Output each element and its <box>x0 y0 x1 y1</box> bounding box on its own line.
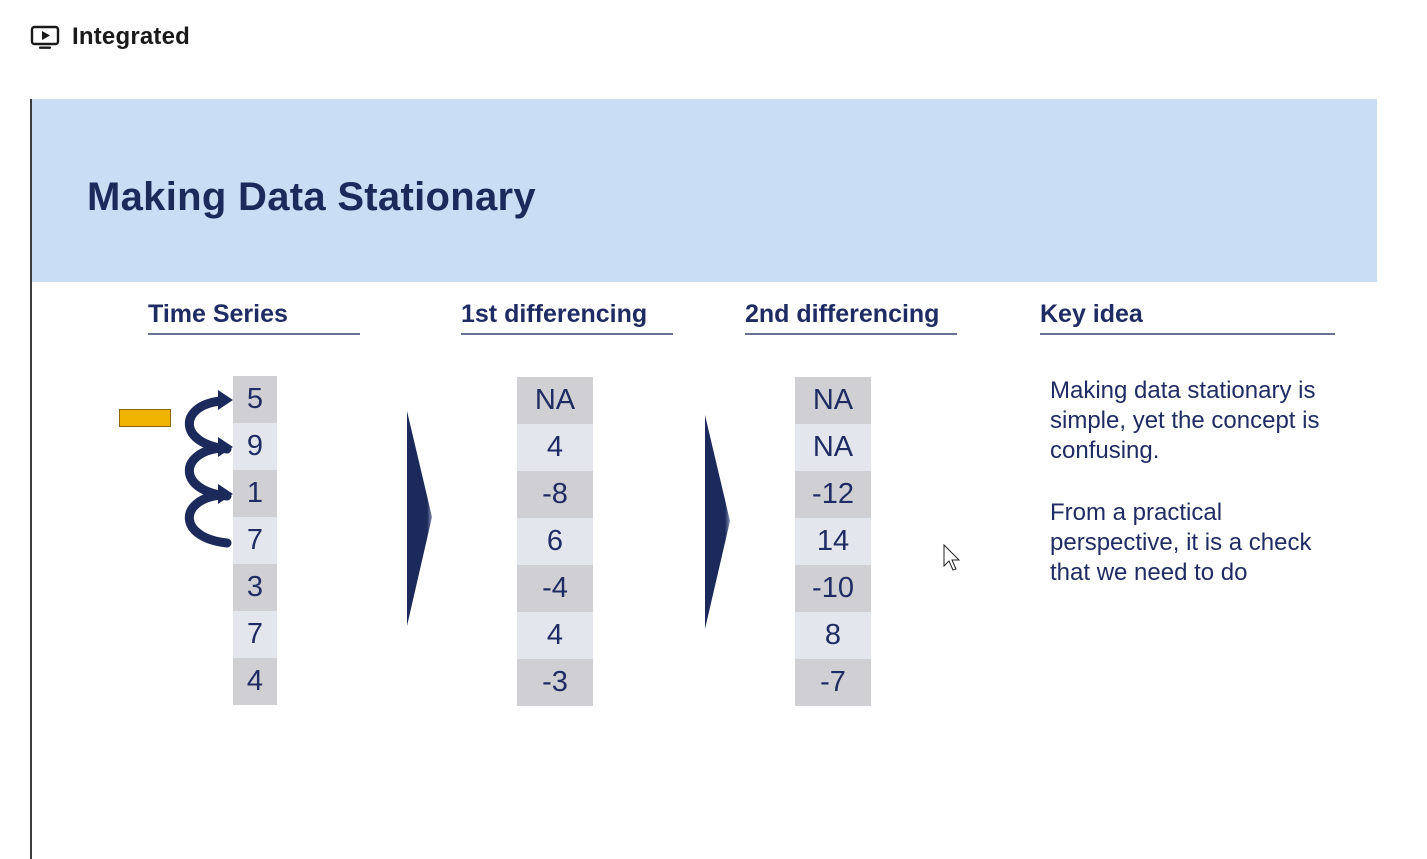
curved-arrow-icon <box>184 490 232 548</box>
first-diff-cell: 6 <box>517 518 593 565</box>
chevron-arrow-icon <box>705 415 730 629</box>
monitor-play-icon <box>30 25 60 49</box>
first-diff-cell: -8 <box>517 471 593 518</box>
arrowhead-icon <box>218 390 233 410</box>
second-diff-cell: -12 <box>795 471 871 518</box>
slide-left-border <box>30 99 32 859</box>
key-idea-paragraph: Making data stationary is simple, yet th… <box>1050 377 1320 464</box>
second-diff-cell: NA <box>795 424 871 471</box>
time-series-cell: 9 <box>233 423 277 470</box>
header-second-differencing: 2nd differencing <box>745 299 957 335</box>
highlight-marker <box>119 409 171 427</box>
second-diff-cell: -7 <box>795 659 871 706</box>
first-diff-cell: 4 <box>517 612 593 659</box>
key-idea-paragraph: From a practical perspective, it is a ch… <box>1050 499 1312 586</box>
mouse-cursor-icon <box>943 543 961 571</box>
header-time-series: Time Series <box>148 299 360 335</box>
slide-title: Making Data Stationary <box>87 175 536 219</box>
time-series-cell: 1 <box>233 470 277 517</box>
curved-arrow-icon <box>184 396 232 454</box>
second-diff-cell: -10 <box>795 565 871 612</box>
first-diff-cell: 4 <box>517 424 593 471</box>
time-series-cell: 5 <box>233 376 277 423</box>
first-diff-cell: NA <box>517 377 593 424</box>
time-series-cell: 7 <box>233 517 277 564</box>
slide: Making Data Stationary Time Series 1st d… <box>30 99 1377 859</box>
header-key-idea: Key idea <box>1040 299 1335 335</box>
second-diff-cell: NA <box>795 377 871 424</box>
curved-arrow-icon <box>184 443 232 501</box>
second-diff-cell: 8 <box>795 612 871 659</box>
first-diff-cell: -4 <box>517 565 593 612</box>
app-title: Integrated <box>72 23 191 50</box>
header-first-differencing: 1st differencing <box>461 299 673 335</box>
top-bar: Integrated <box>30 22 190 52</box>
key-idea-text: Making data stationary is simple, yet th… <box>1050 376 1350 620</box>
time-series-cell: 4 <box>233 658 277 705</box>
second-diff-cell: 14 <box>795 518 871 565</box>
chevron-arrow-icon <box>407 411 432 626</box>
time-series-cell: 7 <box>233 611 277 658</box>
first-diff-cell: -3 <box>517 659 593 706</box>
arrowhead-icon <box>218 437 233 457</box>
arrowhead-icon <box>218 484 233 504</box>
slide-banner <box>30 99 1377 282</box>
time-series-cell: 3 <box>233 564 277 611</box>
